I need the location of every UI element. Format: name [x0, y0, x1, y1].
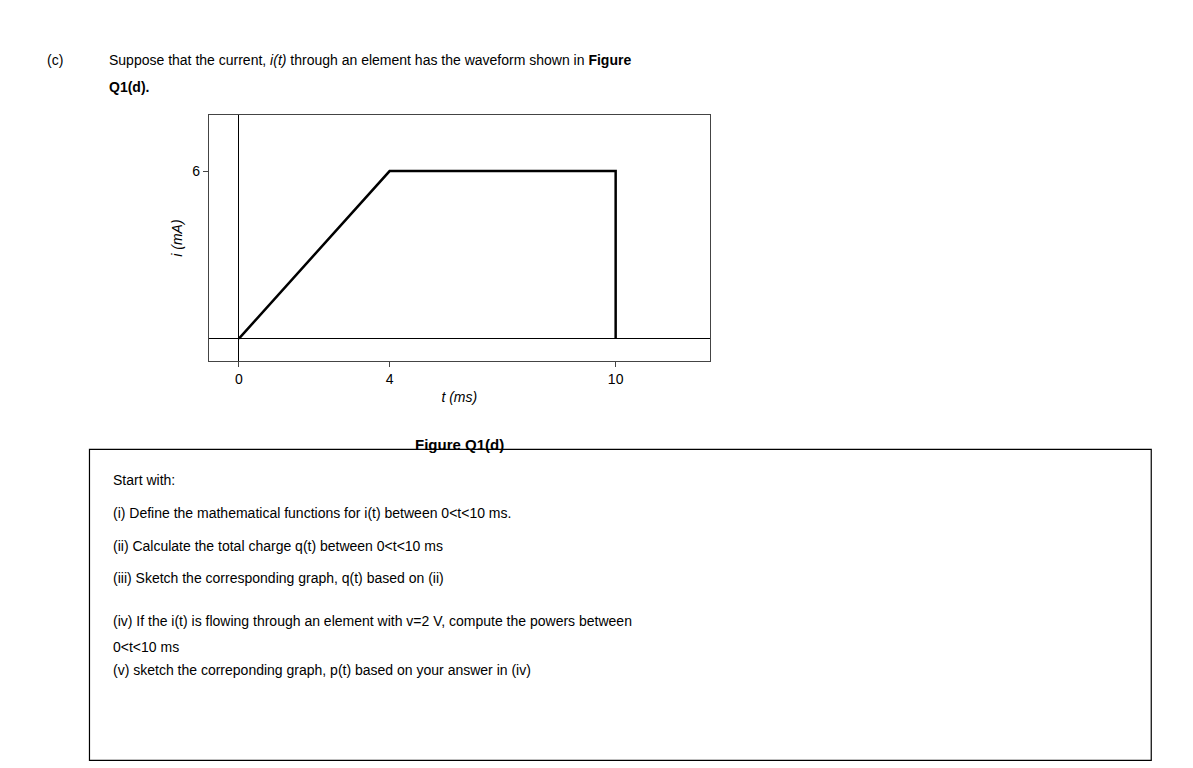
svg-text:Figure Q1(d): Figure Q1(d) [415, 436, 504, 453]
svg-text:(i) Define the mathematical fu: (i) Define the mathematical functions fo… [113, 505, 511, 521]
svg-text:Q1(d).: Q1(d). [109, 79, 149, 95]
svg-text:(iv) If the i(t) is flowing th: (iv) If the i(t) is flowing through an e… [113, 613, 632, 629]
svg-text:4: 4 [386, 371, 394, 387]
svg-text:(ii) Calculate the total charg: (ii) Calculate the total charge q(t) bet… [113, 538, 443, 554]
svg-text:t (ms): t (ms) [441, 389, 477, 405]
svg-text:i (mA): i (mA) [169, 219, 185, 256]
svg-text:Suppose that the current, i(t): Suppose that the current, i(t) through a… [109, 52, 631, 68]
svg-text:10: 10 [608, 371, 624, 387]
svg-text:(iii) Sketch the corresponding: (iii) Sketch the corresponding graph, q(… [113, 570, 444, 586]
svg-text:0<t<10 ms: 0<t<10 ms [113, 639, 179, 655]
svg-text:(c): (c) [47, 52, 63, 68]
svg-text:Start with:: Start with: [113, 472, 175, 488]
svg-text:6: 6 [192, 163, 200, 179]
svg-text:0: 0 [235, 371, 243, 387]
svg-text:(v) sketch the correponding gr: (v) sketch the correponding graph, p(t) … [113, 662, 531, 678]
